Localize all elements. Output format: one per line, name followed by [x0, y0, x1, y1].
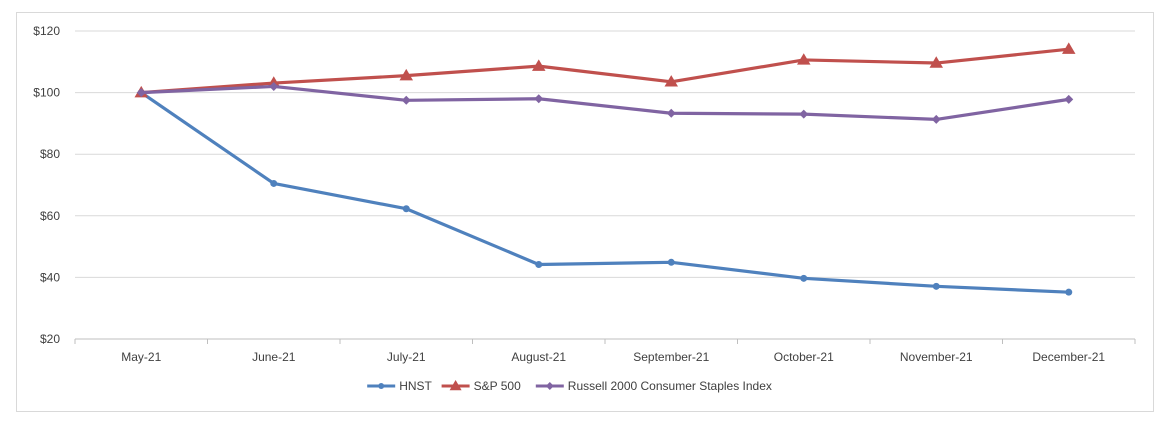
y-tick-label: $20: [40, 332, 60, 346]
y-tick-label: $120: [33, 24, 60, 38]
legend-item: Russell 2000 Consumer Staples Index: [535, 379, 772, 393]
data-point: [378, 383, 385, 389]
data-point: [399, 68, 413, 81]
data-point: [532, 59, 546, 71]
x-axis: May-21 June-21 July-21 August-21 September-2…: [74, 338, 1136, 364]
data-point: [799, 109, 809, 119]
y-tick-label: $60: [40, 209, 60, 223]
data-point: [797, 53, 811, 65]
y-tick-label: $100: [33, 86, 60, 100]
legend-label: Russell 2000 Consumer Staples Index: [568, 379, 772, 393]
data-point: [270, 179, 278, 187]
data-point: [667, 258, 675, 266]
legend-item: S&P 500: [441, 379, 521, 393]
legend-item: HNST: [367, 379, 433, 393]
data-point: [664, 75, 678, 87]
series-lines: [134, 42, 1076, 296]
series-line: [139, 84, 1071, 121]
data-point: [545, 382, 554, 390]
gridlines: [75, 30, 1135, 278]
legend: HNST S&P 500 Russell 2000 Consumer Staples…: [367, 379, 772, 393]
data-point: [932, 282, 940, 290]
data-point: [1065, 288, 1073, 296]
legend-label: HNST: [399, 379, 432, 393]
series-line: [139, 90, 1071, 294]
data-point: [269, 81, 279, 91]
y-axis-ticks: $20 $40 $60 $80 $100 $120: [33, 24, 60, 346]
y-tick-label: $40: [40, 270, 60, 284]
legend-label: S&P 500: [474, 379, 521, 393]
data-point: [449, 380, 462, 391]
data-point: [535, 260, 543, 268]
y-tick-label: $80: [40, 147, 60, 161]
x-tick-label: December-21: [1032, 350, 1105, 364]
data-point: [401, 95, 411, 105]
data-point: [929, 56, 943, 68]
data-point: [1064, 94, 1074, 104]
x-tick-label: October-21: [774, 350, 834, 364]
data-point: [136, 88, 146, 98]
data-point: [1062, 42, 1076, 54]
series-2: [136, 81, 1074, 124]
data-point: [800, 274, 808, 282]
x-tick-label: May-21: [121, 350, 161, 364]
series-line: [139, 47, 1071, 95]
x-tick-label: June-21: [252, 350, 296, 364]
x-tick-label: August-21: [511, 350, 566, 364]
data-point: [534, 94, 544, 104]
x-tick-label: November-21: [900, 350, 973, 364]
chart-frame: [16, 12, 1154, 412]
x-tick-label: July-21: [387, 350, 426, 364]
data-point: [666, 108, 676, 118]
series-1: [134, 42, 1076, 98]
x-tick-label: September-21: [633, 350, 709, 364]
data-point: [402, 205, 410, 213]
data-point: [931, 114, 941, 124]
